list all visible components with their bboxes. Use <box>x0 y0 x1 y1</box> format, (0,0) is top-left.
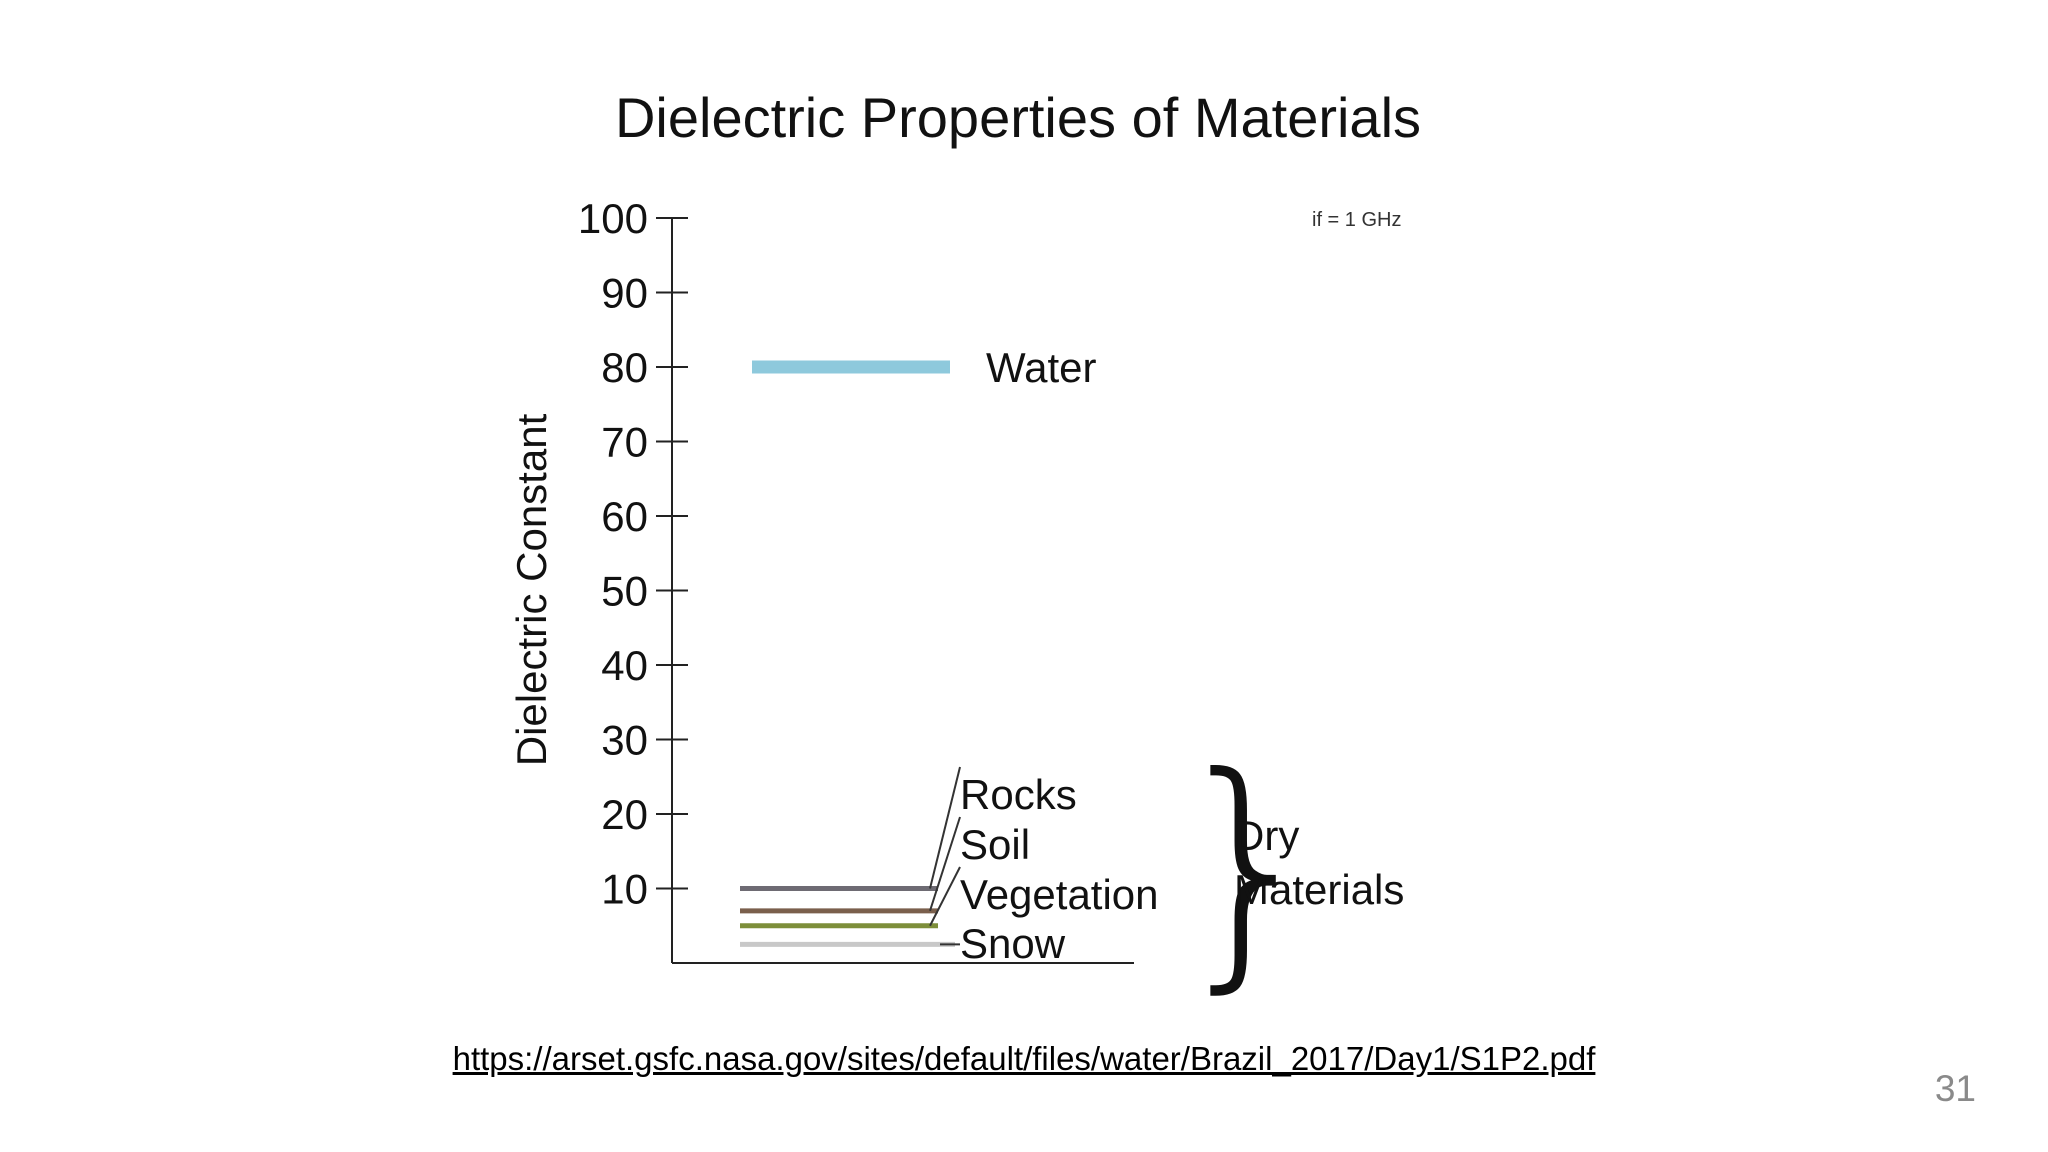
y-tick-label: 70 <box>601 419 648 466</box>
group-label-dry: Dry <box>1234 812 1299 859</box>
slide-number: 31 <box>1934 1068 1976 1109</box>
y-tick-label: 90 <box>601 270 648 317</box>
y-tick-label: 30 <box>601 717 648 764</box>
y-tick-label: 60 <box>601 493 648 540</box>
series-label-soil: Soil <box>960 821 1030 868</box>
y-tick-label: 80 <box>601 344 648 391</box>
dry-materials-brace: } <box>1168 723 1327 1014</box>
y-tick-label: 50 <box>601 568 648 615</box>
leader-line-rocks <box>929 766 961 889</box>
y-tick-label: 100 <box>578 195 648 242</box>
y-axis-label: Dielectric Constant <box>508 413 555 766</box>
series-label-water: Water <box>986 344 1096 391</box>
y-ticks: 10 20 30 40 50 60 70 80 90 100 <box>578 195 688 913</box>
y-tick-label: 10 <box>601 866 648 913</box>
label-leaders <box>929 766 961 946</box>
group-label-materials: Materials <box>1234 866 1404 913</box>
leader-line-soil <box>929 816 961 912</box>
leader-line-vegetation <box>929 866 961 927</box>
series-lines <box>740 360 955 947</box>
series-label-snow: Snow <box>960 920 1066 967</box>
source-link[interactable]: https://arset.gsfc.nasa.gov/sites/defaul… <box>452 1040 1596 1077</box>
series-label-vegetation: Vegetation <box>960 871 1159 918</box>
y-tick-label: 20 <box>601 791 648 838</box>
series-label-rocks: Rocks <box>960 771 1077 818</box>
y-tick-label: 40 <box>601 642 648 689</box>
frequency-annotation: if = 1 GHz <box>1312 209 1401 231</box>
chart-title: Dielectric Properties of Materials <box>615 86 1421 149</box>
